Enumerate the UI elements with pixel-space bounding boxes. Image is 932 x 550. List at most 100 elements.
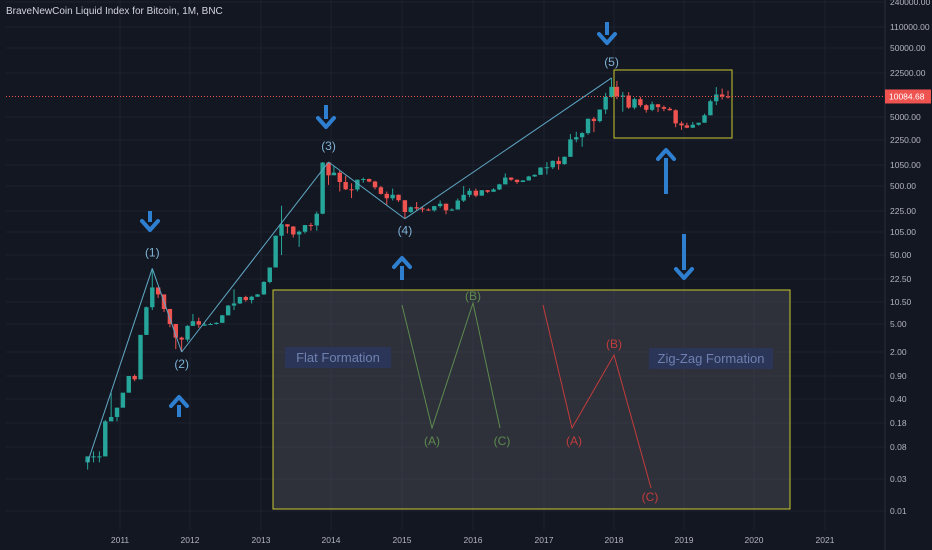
wave-label: (4) (398, 224, 413, 238)
candle-body (91, 456, 96, 458)
candle-body (591, 118, 597, 122)
candle-body (261, 281, 267, 295)
candle-body (85, 456, 90, 463)
candle-body (103, 421, 108, 457)
y-tick-label: 0.03 (890, 474, 907, 484)
x-tick-label: 2021 (816, 535, 835, 545)
x-tick-label: 2019 (675, 535, 694, 545)
candle-body (220, 315, 225, 323)
candle-body (185, 325, 190, 340)
candle-body (384, 193, 389, 199)
candle-body (202, 324, 207, 326)
x-tick-label: 2018 (605, 535, 624, 545)
candle-body (497, 184, 502, 190)
wave-segment (151, 268, 183, 353)
y-tick-label: 0.08 (890, 442, 907, 452)
y-tick-label: 2.00 (890, 347, 907, 357)
candle-body (320, 162, 325, 214)
candle-body (349, 189, 354, 191)
candle-body (120, 392, 126, 408)
candle-body (679, 123, 684, 126)
candle-body (485, 190, 490, 192)
y-tick-label: 50000.00 (890, 43, 926, 53)
candle-body (556, 160, 561, 165)
candle-body (225, 305, 231, 316)
candle-body (479, 190, 484, 196)
candle-body (138, 334, 143, 380)
down-arrow-icon (140, 211, 160, 232)
elliott-wave-lines: (1) (2) (3) (4) (5) (87, 55, 619, 463)
candle-body (632, 99, 637, 108)
candle-body (568, 139, 573, 157)
candle-body (609, 86, 614, 97)
y-tick-label: 5.00 (890, 319, 907, 329)
x-tick-label: 2014 (322, 535, 341, 545)
y-tick-label: 10.50 (890, 297, 912, 307)
candle-body (614, 86, 620, 97)
candle-body (331, 172, 337, 176)
current-price-badge (885, 89, 931, 104)
candle-body (562, 156, 567, 165)
candle-body (655, 104, 661, 108)
zigzag-wave-label: (A) (566, 434, 582, 448)
candle-body (467, 190, 472, 195)
candle-body (520, 180, 526, 183)
candle-body (296, 231, 302, 235)
arrows (140, 22, 694, 417)
formation-drawings: (A) (B) (C) (A) (B) (C) Flat Formation Zig-Zag … (285, 289, 773, 504)
candle-body (114, 407, 120, 417)
candle-body (719, 94, 725, 97)
x-tick-label: 2020 (745, 535, 764, 545)
candle-body (378, 187, 384, 194)
candle-body (337, 172, 342, 183)
wave-segment (87, 268, 153, 463)
flat-formation-title: Flat Formation (296, 350, 380, 365)
candle-body (361, 179, 366, 181)
candle-body (437, 203, 443, 207)
wave-label: (5) (604, 55, 619, 69)
candle-body (167, 308, 173, 324)
candle-body (508, 177, 514, 180)
y-tick-label: 0.40 (890, 394, 907, 404)
candle-body (443, 203, 449, 211)
y-tick-label: 110000.00 (890, 22, 930, 32)
candle-body (461, 194, 466, 201)
candle-body (449, 209, 455, 211)
candle-body (302, 225, 308, 232)
candle-body (231, 303, 237, 306)
down-arrow-icon (597, 22, 617, 45)
candle-body (585, 118, 591, 134)
candle-body (620, 95, 625, 97)
candle-body (414, 207, 419, 209)
y-tick-label: 0.90 (890, 371, 907, 381)
candle-body (708, 101, 713, 116)
candle-body (532, 174, 537, 177)
candle-body (649, 104, 655, 110)
candle-body (538, 167, 543, 175)
candle-body (714, 94, 719, 102)
candle-body (355, 179, 360, 190)
flat-formation-label-bg (285, 347, 391, 368)
candle-body (696, 122, 701, 125)
y-tick-label: 22500.00 (890, 68, 926, 78)
candle-body (402, 200, 408, 212)
y-tick-label: 1050.00 (890, 160, 921, 170)
y-tick-label: 22.50 (890, 274, 912, 284)
candle-body (390, 194, 395, 199)
candle-body (314, 213, 319, 226)
flat-wave-label: (C) (494, 434, 511, 448)
formation-examples-box (272, 289, 791, 510)
y-tick-label: 0.18 (890, 418, 907, 428)
candle-body (237, 296, 243, 304)
candle-body (667, 108, 672, 111)
y-tick-label: 225.00 (890, 206, 916, 216)
candle-body (473, 190, 479, 196)
y-tick-label: 0.01 (890, 506, 907, 516)
zigzag-formation-title: Zig-Zag Formation (658, 351, 765, 366)
zigzag-wave-label: (B) (606, 337, 622, 351)
y-tick-label: 105.00 (890, 227, 916, 237)
candle-body (514, 179, 520, 183)
y-tick-label: 50.00 (890, 250, 912, 260)
candle-body (372, 181, 378, 188)
